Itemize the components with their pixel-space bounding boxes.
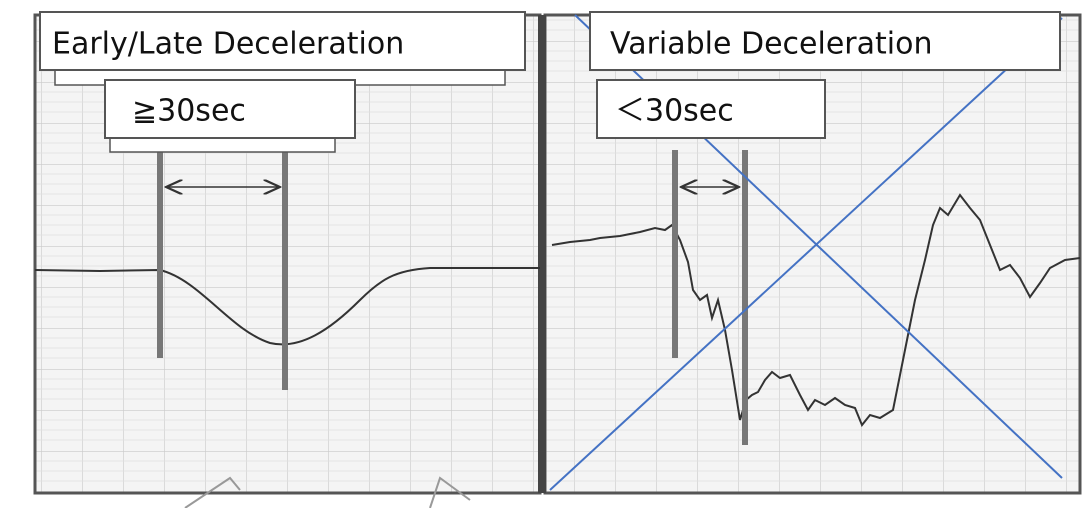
marker-bar [282, 150, 288, 390]
panel-title: Variable Deceleration [610, 27, 933, 62]
marker-bar [157, 150, 163, 358]
divider [538, 15, 546, 493]
panel-title: Early/Late Deceleration [52, 27, 404, 62]
duration-label: ＜30sec [615, 94, 734, 129]
duration-label: ≧30sec [132, 94, 246, 129]
marker-bar [672, 150, 678, 358]
page: {"panels": [ {"title": "Early/Late Decel… [0, 0, 1086, 508]
marker-bar [742, 150, 748, 445]
figure: Early/Late Deceleration ≧30sec Variable … [0, 0, 1086, 508]
